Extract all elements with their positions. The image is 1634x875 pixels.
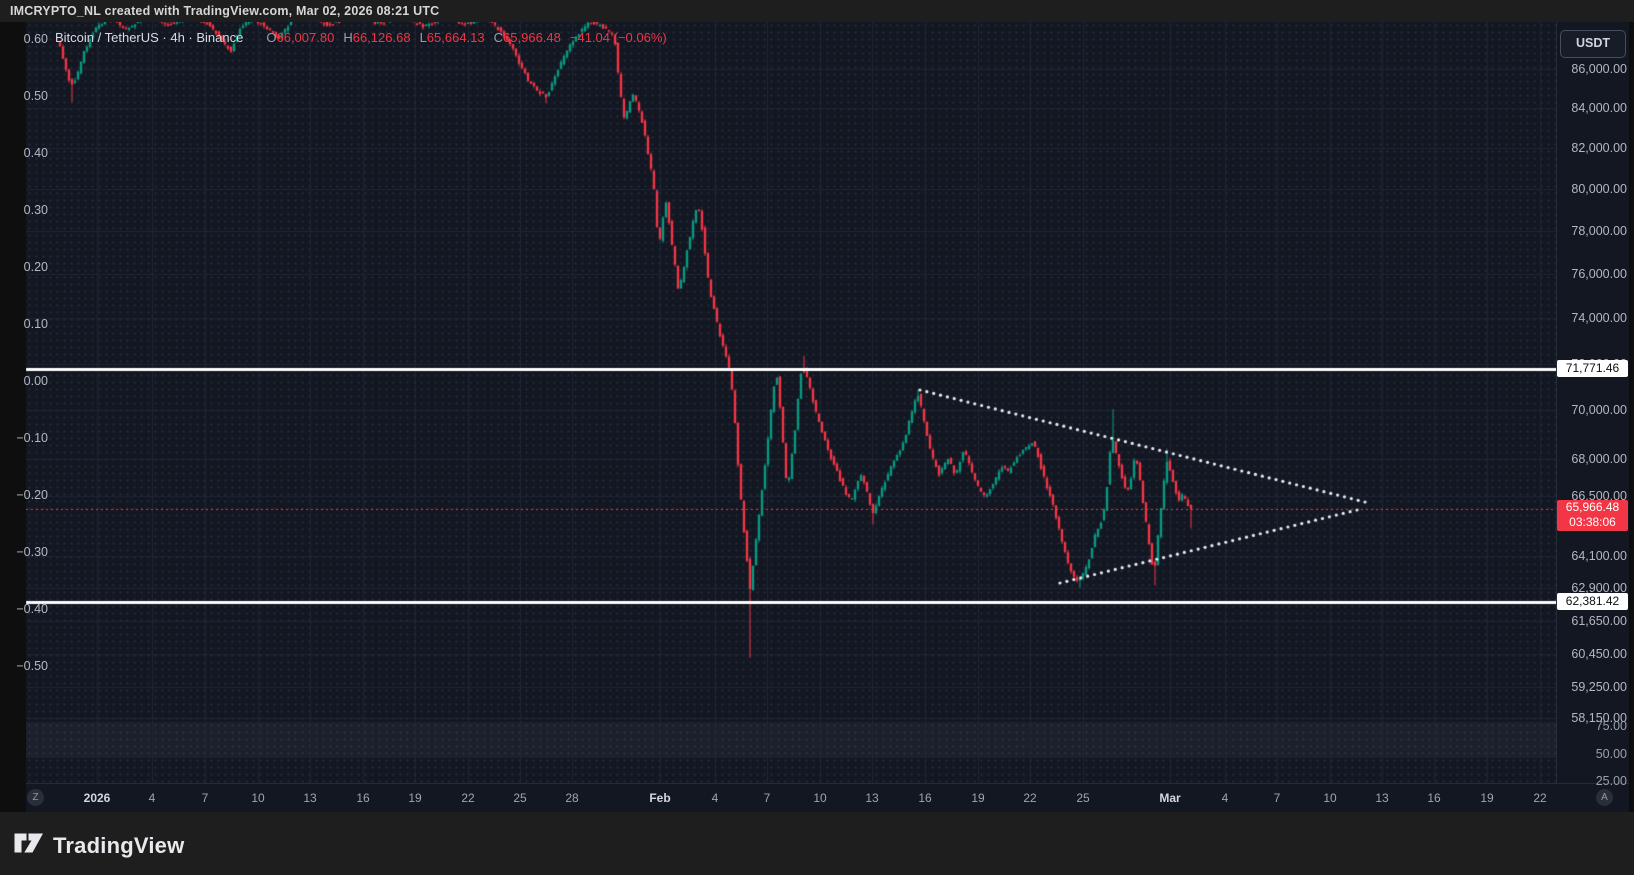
- price-tick-label: 60,450.00: [1571, 646, 1627, 661]
- indicator-tick-label: 75.00: [1595, 719, 1627, 733]
- time-tick-label: 10: [813, 791, 827, 805]
- time-tick-label: 19: [408, 791, 422, 805]
- left-scale-tick-label: −0.40: [16, 602, 48, 616]
- time-axis[interactable]: 2026 4 7 10 13 16 19 22 25 28 Feb 4 7 10 13 16 19 22 25 Mar…: [26, 783, 1634, 813]
- low-label: L: [419, 30, 427, 45]
- high-value: 66,126.68: [352, 30, 411, 45]
- tradingview-logo[interactable]: TradingView: [14, 830, 184, 861]
- time-tick-label: 22: [461, 791, 475, 805]
- time-tick-label: 10: [251, 791, 265, 805]
- low-value: 65,664.13: [426, 30, 485, 45]
- price-tick-label: 62,900.00: [1571, 580, 1627, 595]
- time-tick-label: 7: [201, 791, 209, 805]
- auto-scale-button[interactable]: A: [1596, 789, 1613, 806]
- time-tick-label: 25: [513, 791, 527, 805]
- open-value: 66,007.80: [276, 30, 335, 45]
- price-tick-label: 84,000.00: [1571, 101, 1627, 116]
- price-tick-label: 80,000.00: [1571, 182, 1627, 197]
- price-tick-label: 64,100.00: [1571, 549, 1627, 564]
- left-rail: [0, 22, 26, 812]
- symbol-legend[interactable]: Bitcoin / TetherUS · 4h · Binance O66,007…: [55, 30, 667, 45]
- left-scale-tick-label: 0.40: [23, 146, 48, 160]
- right-strip: [1629, 22, 1634, 812]
- left-scale-tick-label: −0.10: [16, 431, 48, 445]
- left-scale-tick-label: 0.10: [23, 317, 48, 331]
- time-tick-label: 22: [1533, 791, 1547, 805]
- time-tick-label: 4: [711, 791, 719, 805]
- footer-bar: TradingView: [0, 812, 1634, 875]
- time-tick-label: 7: [1273, 791, 1281, 805]
- support-price-chip: 62,381.42: [1557, 592, 1628, 610]
- time-tick-label: 28: [565, 791, 579, 805]
- price-tick-label: 66,500.00: [1571, 488, 1627, 503]
- close-value: 65,966.48: [503, 30, 561, 45]
- change-value: −41.04 (−0.06%): [569, 30, 667, 45]
- close-label: C: [493, 30, 504, 45]
- price-axis[interactable]: [1556, 22, 1629, 783]
- time-tick-label: 13: [303, 791, 317, 805]
- price-tick-label: 58,150.00: [1571, 711, 1627, 725]
- time-tick-label: 2026: [83, 791, 111, 805]
- tradingview-brand-text: TradingView: [53, 832, 185, 858]
- currency-toggle-button[interactable]: USDT: [1560, 30, 1626, 58]
- time-tick-label: 13: [865, 791, 879, 805]
- time-tick-label: 7: [763, 791, 771, 805]
- indicator-tick-label: 25.00: [1595, 774, 1627, 788]
- candlestick-chart-canvas[interactable]: [0, 0, 1634, 812]
- price-tick-label: 78,000.00: [1571, 224, 1627, 239]
- attribution-text: IMCRYPTO_NL created with TradingView.com…: [10, 4, 440, 18]
- time-tick-label: 10: [1323, 791, 1337, 805]
- time-tick-label: 4: [1221, 791, 1229, 805]
- time-tick-label: 25: [1076, 791, 1090, 805]
- indicator-tick-label: 50.00: [1595, 747, 1627, 761]
- open-label: O: [266, 30, 277, 45]
- left-scale-tick-label: −0.30: [16, 545, 48, 559]
- price-tick-label: 61,650.00: [1571, 614, 1627, 629]
- left-scale-tick-label: 0.30: [23, 203, 48, 217]
- left-scale-tick-label: 0.20: [23, 260, 48, 274]
- left-scale-tick-label: 0.00: [23, 374, 48, 388]
- symbol-title[interactable]: Bitcoin / TetherUS · 4h · Binance: [55, 30, 244, 45]
- time-tick-label: 13: [1375, 791, 1389, 805]
- time-tick-label: 16: [918, 791, 932, 805]
- time-tick-label: 16: [356, 791, 370, 805]
- left-scale-tick-label: 0.60: [23, 32, 48, 46]
- time-tick-label: 19: [1480, 791, 1494, 805]
- price-tick-label: 59,250.00: [1571, 679, 1627, 694]
- time-tick-label: 16: [1427, 791, 1441, 805]
- left-scale-tick-label: −0.50: [16, 659, 48, 673]
- time-tick-label: 4: [148, 791, 156, 805]
- price-tick-label: 68,000.00: [1571, 451, 1627, 466]
- resistance-price-chip: 71,771.46: [1557, 360, 1628, 378]
- left-scale-tick-label: −0.20: [16, 488, 48, 502]
- left-scale-tick-label: 0.50: [23, 89, 48, 103]
- time-tick-label: Feb: [649, 791, 671, 805]
- price-tick-label: 76,000.00: [1571, 267, 1627, 282]
- price-tick-label: 70,000.00: [1571, 403, 1627, 418]
- bar-countdown: 03:38:06: [1569, 515, 1616, 530]
- high-label: H: [343, 30, 353, 45]
- price-tick-label: 74,000.00: [1571, 311, 1627, 326]
- time-tick-label: 19: [971, 791, 985, 805]
- last-price-value: 65,966.48: [1565, 499, 1620, 514]
- tradingview-logo-icon: [14, 830, 44, 861]
- time-tick-label: Mar: [1159, 791, 1181, 805]
- attribution-bar: IMCRYPTO_NL created with TradingView.com…: [0, 0, 1634, 22]
- price-tick-label: 86,000.00: [1571, 62, 1627, 77]
- price-tick-label: 82,000.00: [1571, 141, 1627, 156]
- scale-z-button[interactable]: Z: [27, 789, 44, 806]
- last-price-chip: 65,966.48 03:38:06: [1557, 499, 1628, 531]
- time-tick-label: 22: [1023, 791, 1037, 805]
